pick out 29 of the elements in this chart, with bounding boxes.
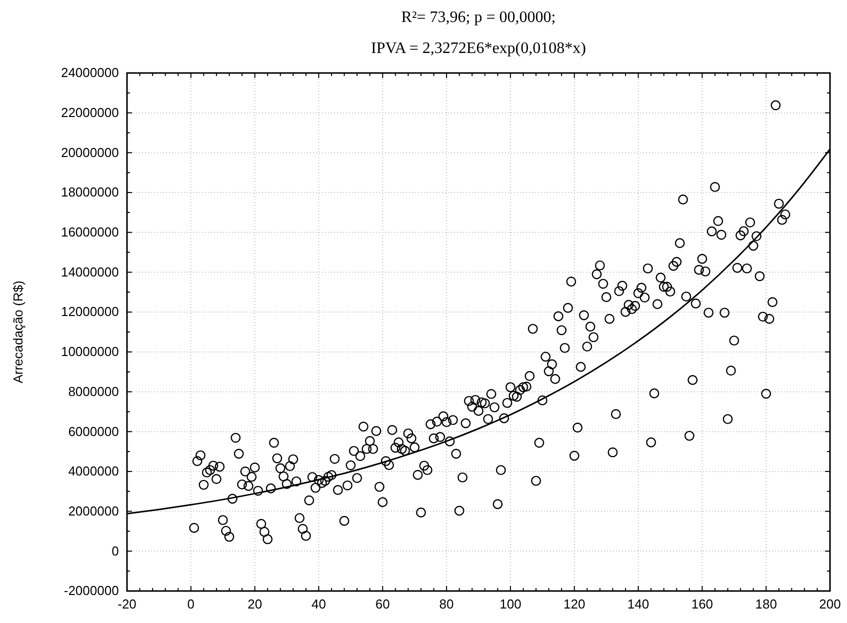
y-tick-label: 0 bbox=[112, 543, 119, 558]
x-tick-label: 180 bbox=[755, 596, 777, 612]
x-tick-label: 20 bbox=[248, 596, 262, 612]
y-tick-label: 14000000 bbox=[60, 264, 119, 280]
chart-subtitle: IPVA = 2,3272E6*exp(0,0108*x) bbox=[371, 40, 586, 57]
y-tick-label: 22000000 bbox=[60, 105, 119, 120]
y-tick-label: -2000000 bbox=[64, 583, 119, 598]
chart-title: R²= 73,96; p = 00,0000; bbox=[401, 9, 556, 26]
y-tick-label: 6000000 bbox=[68, 424, 119, 439]
y-tick-label: 18000000 bbox=[60, 184, 119, 200]
x-tick-label: 120 bbox=[564, 596, 586, 612]
y-tick-label: 20000000 bbox=[60, 144, 119, 160]
y-tick-label: 16000000 bbox=[60, 224, 119, 240]
x-tick-label: 140 bbox=[627, 596, 650, 612]
x-tick-label: 40 bbox=[311, 596, 326, 612]
x-tick-label: 200 bbox=[819, 596, 841, 612]
y-tick-label: 2000000 bbox=[68, 503, 119, 518]
x-tick-label: 0 bbox=[187, 596, 195, 612]
x-tick-label: 100 bbox=[500, 596, 522, 612]
y-tick-label: 4000000 bbox=[68, 464, 119, 479]
y-tick-label: 8000000 bbox=[68, 384, 119, 399]
x-tick-label: 80 bbox=[439, 596, 454, 612]
y-axis-title: Arrecadação (R$) bbox=[10, 280, 26, 384]
y-tick-label: 10000000 bbox=[60, 344, 119, 360]
y-tick-label: 12000000 bbox=[60, 304, 119, 320]
x-tick-label: -20 bbox=[118, 596, 136, 612]
x-tick-label: 60 bbox=[375, 596, 390, 612]
x-tick-label: 160 bbox=[691, 596, 714, 612]
y-tick-label: 24000000 bbox=[60, 65, 119, 80]
